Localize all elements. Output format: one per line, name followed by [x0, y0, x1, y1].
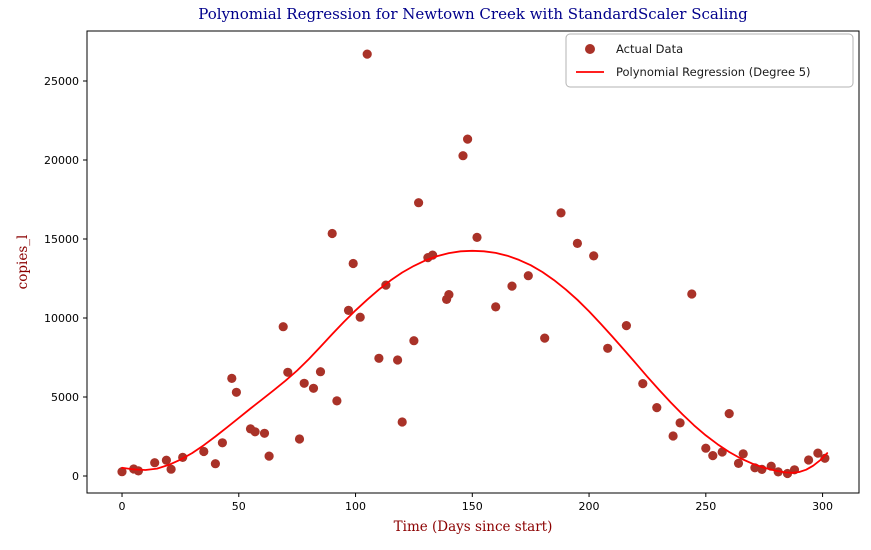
legend-entry-regression: Polynomial Regression (Degree 5): [616, 65, 811, 79]
data-point: [813, 448, 823, 458]
data-point: [117, 467, 127, 477]
data-point: [414, 198, 424, 208]
data-point: [166, 464, 176, 474]
x-tick-label: 150: [462, 500, 483, 513]
data-point: [227, 373, 237, 383]
data-point: [259, 428, 270, 438]
data-point: [374, 353, 384, 363]
y-axis-label: copies_l: [15, 235, 31, 290]
data-point: [708, 451, 718, 461]
data-point: [463, 134, 473, 144]
data-point: [393, 355, 403, 365]
x-tick-label: 300: [812, 500, 833, 513]
data-point: [278, 322, 288, 332]
y-tick-label: 5000: [51, 391, 79, 404]
x-axis-label: Time (Days since start): [394, 519, 553, 535]
data-point: [231, 387, 241, 397]
data-point: [523, 271, 533, 281]
data-point: [782, 468, 793, 479]
y-tick-label: 25000: [44, 75, 79, 88]
data-point: [652, 403, 662, 413]
data-point: [332, 396, 342, 406]
legend-scatter-marker-icon: [585, 44, 595, 54]
data-point: [472, 232, 482, 242]
data-point: [210, 459, 220, 469]
data-point: [217, 438, 227, 448]
data-point: [444, 290, 454, 300]
data-point: [150, 458, 160, 468]
x-tick-label: 100: [345, 500, 366, 513]
data-point: [687, 289, 697, 299]
x-tick-label: 50: [232, 500, 246, 513]
y-tick-label: 0: [72, 470, 79, 483]
data-point: [327, 228, 337, 239]
legend: Actual Data Polynomial Regression (Degre…: [565, 33, 854, 88]
x-tick-label: 250: [695, 500, 716, 513]
data-point: [820, 453, 830, 463]
data-point: [675, 418, 685, 428]
regression-curve: [121, 249, 829, 474]
data-point: [308, 383, 319, 393]
y-tick-label: 15000: [44, 233, 79, 246]
data-point: [507, 281, 517, 291]
y-axis-ticks: 0 5000 10000 15000 20000 25000: [44, 75, 87, 483]
data-point: [355, 312, 365, 322]
data-point: [638, 379, 648, 389]
data-point: [668, 431, 678, 441]
data-point: [804, 455, 814, 465]
data-point: [315, 367, 326, 377]
data-point: [589, 251, 599, 261]
data-point: [362, 49, 372, 59]
data-point: [724, 409, 734, 419]
data-point: [738, 449, 748, 459]
data-point: [264, 451, 274, 461]
data-point: [343, 305, 354, 315]
data-point: [621, 321, 632, 331]
data-point: [491, 302, 501, 312]
data-point: [294, 434, 305, 444]
data-point: [733, 458, 744, 468]
data-point: [603, 343, 613, 353]
data-point: [250, 427, 260, 437]
y-tick-label: 10000: [44, 312, 79, 325]
data-point: [283, 367, 293, 377]
data-point: [540, 333, 550, 343]
chart-title: Polynomial Regression for Newtown Creek …: [198, 5, 748, 23]
data-point: [556, 208, 566, 218]
regression-line: [121, 249, 829, 474]
x-axis-ticks: 0 50 100 150 200 250 300: [119, 493, 833, 513]
plot-frame: [86, 30, 860, 494]
data-point: [299, 378, 309, 388]
legend-entry-actual-data: Actual Data: [616, 42, 683, 56]
y-tick-label: 20000: [44, 154, 79, 167]
x-tick-label: 0: [119, 500, 126, 513]
data-point: [458, 151, 468, 161]
data-point: [397, 417, 407, 427]
scatter-points: [117, 49, 830, 479]
data-point: [348, 258, 358, 269]
data-point: [199, 446, 209, 457]
data-point: [161, 455, 171, 465]
legend-box: [565, 33, 854, 88]
data-point: [409, 336, 419, 346]
data-point: [701, 443, 711, 453]
data-point: [133, 466, 143, 476]
x-tick-label: 200: [579, 500, 600, 513]
data-point: [572, 238, 583, 248]
